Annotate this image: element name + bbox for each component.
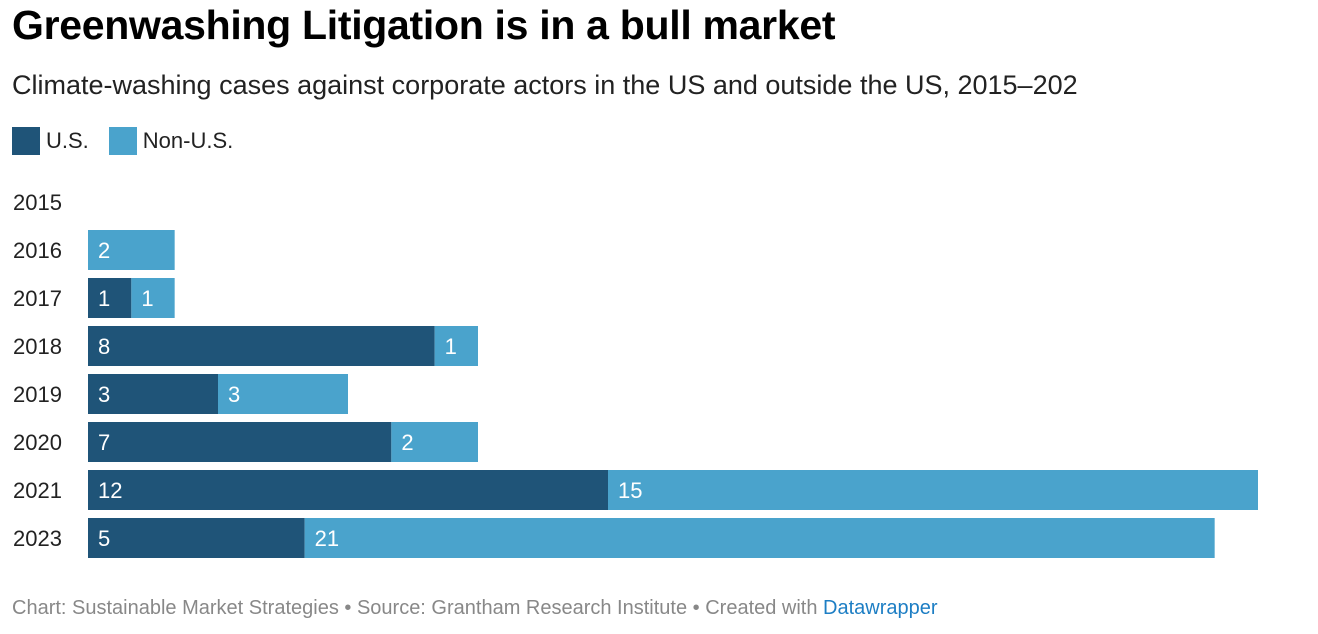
- datawrapper-link[interactable]: Datawrapper: [823, 597, 938, 619]
- bar-chart: 2015 2016 2 2017 1 1 2018 8 1 2019 3 3 2020 7 2 2021 12 1…: [13, 190, 1258, 558]
- category-label-2020: 2020: [13, 430, 62, 455]
- data-label-us-2023: 5: [98, 526, 110, 551]
- data-label-us-2017: 1: [98, 286, 110, 311]
- legend-item-non-us: Non-U.S.: [108, 127, 234, 155]
- bar-us-2023: [88, 518, 305, 558]
- category-label-2018: 2018: [13, 334, 62, 359]
- category-label-2023: 2023: [13, 526, 62, 551]
- legend-swatch-us: [12, 127, 40, 155]
- footer-credits: Chart: Sustainable Market Strategies • S…: [12, 597, 824, 619]
- category-label-2015: 2015: [13, 190, 62, 215]
- bar-non_us-2023: [304, 518, 1215, 558]
- data-label-us-2021: 12: [98, 478, 122, 503]
- category-label-2017: 2017: [13, 286, 62, 311]
- data-label-non_us-2023: 21: [315, 526, 339, 551]
- chart-subtitle: Climate-washing cases against corporate …: [12, 70, 1078, 100]
- bar-us-2021: [88, 470, 608, 510]
- bar-non_us-2019: [218, 374, 348, 414]
- data-label-us-2020: 7: [98, 430, 110, 455]
- bar-non_us-2018: [434, 326, 478, 366]
- data-label-non_us-2020: 2: [401, 430, 413, 455]
- category-label-2016: 2016: [13, 238, 62, 263]
- legend-label-non-us: Non-U.S.: [142, 128, 234, 153]
- data-label-us-2018: 8: [98, 334, 110, 359]
- bar-non_us-2016: [88, 230, 175, 270]
- bar-us-2017: [88, 278, 132, 318]
- bar-non_us-2020: [391, 422, 478, 462]
- data-label-non_us-2016: 2: [98, 238, 110, 263]
- legend-item-us: U.S.: [12, 127, 89, 155]
- legend-swatch-non-us: [108, 127, 137, 155]
- data-label-non_us-2017: 1: [141, 286, 153, 311]
- bar-us-2020: [88, 422, 392, 462]
- category-label-2019: 2019: [13, 382, 62, 407]
- data-label-non_us-2018: 1: [445, 334, 457, 359]
- chart-legend: U.S. Non-U.S.: [12, 127, 253, 155]
- bar-non_us-2021: [608, 470, 1258, 510]
- chart-footer: Chart: Sustainable Market Strategies • S…: [12, 597, 938, 620]
- category-label-2021: 2021: [13, 478, 62, 503]
- chart-title: Greenwashing Litigation is in a bull mar…: [12, 2, 836, 48]
- data-label-us-2019: 3: [98, 382, 110, 407]
- legend-label-us: U.S.: [46, 128, 89, 153]
- bar-us-2018: [88, 326, 435, 366]
- data-label-non_us-2021: 15: [618, 478, 642, 503]
- bar-us-2019: [88, 374, 218, 414]
- bar-non_us-2017: [131, 278, 175, 318]
- data-label-non_us-2019: 3: [228, 382, 240, 407]
